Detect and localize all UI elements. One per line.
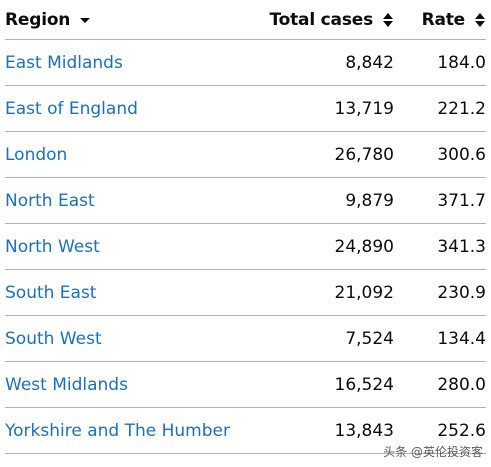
region-link[interactable]: Yorkshire and The Humber	[5, 420, 230, 441]
region-header-label: Region	[5, 9, 71, 30]
table-row: West Midlands 16,524 280.0	[5, 362, 486, 408]
sort-both-icon	[474, 12, 486, 28]
rate-column-header[interactable]: Rate	[422, 0, 486, 39]
region-link[interactable]: North West	[5, 236, 100, 257]
region-link[interactable]: West Midlands	[5, 374, 128, 395]
sort-both-icon	[382, 12, 394, 28]
rate-value: 371.7	[437, 190, 486, 211]
total-cases-value: 16,524	[334, 374, 394, 395]
region-sort-button[interactable]: Region	[5, 10, 91, 30]
region-link[interactable]: East Midlands	[5, 52, 123, 73]
cases-table: Region Total cases	[5, 0, 486, 454]
region-column-header[interactable]: Region	[5, 0, 91, 39]
total-cases-value: 21,092	[334, 282, 394, 303]
table-row: London 26,780 300.6	[5, 132, 486, 178]
region-link[interactable]: East of England	[5, 98, 138, 119]
total-cases-column-header[interactable]: Total cases	[270, 0, 394, 39]
total-cases-value: 13,719	[334, 98, 394, 119]
table-row: East of England 13,719 221.2	[5, 86, 486, 132]
rate-value: 280.0	[437, 374, 486, 395]
rate-value: 300.6	[437, 144, 486, 165]
total-cases-value: 9,879	[345, 190, 394, 211]
total-cases-value: 13,843	[334, 420, 394, 441]
region-link[interactable]: South East	[5, 282, 97, 303]
region-link[interactable]: South West	[5, 328, 102, 349]
rate-value: 134.4	[437, 328, 486, 349]
total-cases-value: 7,524	[345, 328, 394, 349]
total-cases-value: 26,780	[334, 144, 394, 165]
table-row: North West 24,890 341.3	[5, 224, 486, 270]
table-row: East Midlands 8,842 184.0	[5, 40, 486, 86]
watermark: 头条 @英伦投资客	[383, 445, 483, 459]
table-row: North East 9,879 371.7	[5, 178, 486, 224]
rate-sort-button[interactable]: Rate	[422, 10, 486, 30]
rate-value: 221.2	[437, 98, 486, 119]
table-row: South East 21,092 230.9	[5, 270, 486, 316]
total-cases-sort-button[interactable]: Total cases	[270, 10, 394, 30]
rate-value: 252.6	[437, 420, 486, 441]
rate-header-label: Rate	[421, 9, 466, 30]
rate-value: 230.9	[437, 282, 486, 303]
region-link[interactable]: North East	[5, 190, 95, 211]
region-link[interactable]: London	[5, 144, 68, 165]
total-cases-value: 24,890	[334, 236, 394, 257]
total-cases-value: 8,842	[345, 52, 394, 73]
rate-value: 341.3	[437, 236, 486, 257]
rate-value: 184.0	[437, 52, 486, 73]
table-row: South West 7,524 134.4	[5, 316, 486, 362]
total-cases-header-label: Total cases	[269, 9, 374, 30]
table-row: Yorkshire and The Humber 13,843 252.6	[5, 408, 486, 454]
sort-descending-icon	[79, 12, 91, 28]
table-header-row: Region Total cases	[5, 0, 486, 40]
